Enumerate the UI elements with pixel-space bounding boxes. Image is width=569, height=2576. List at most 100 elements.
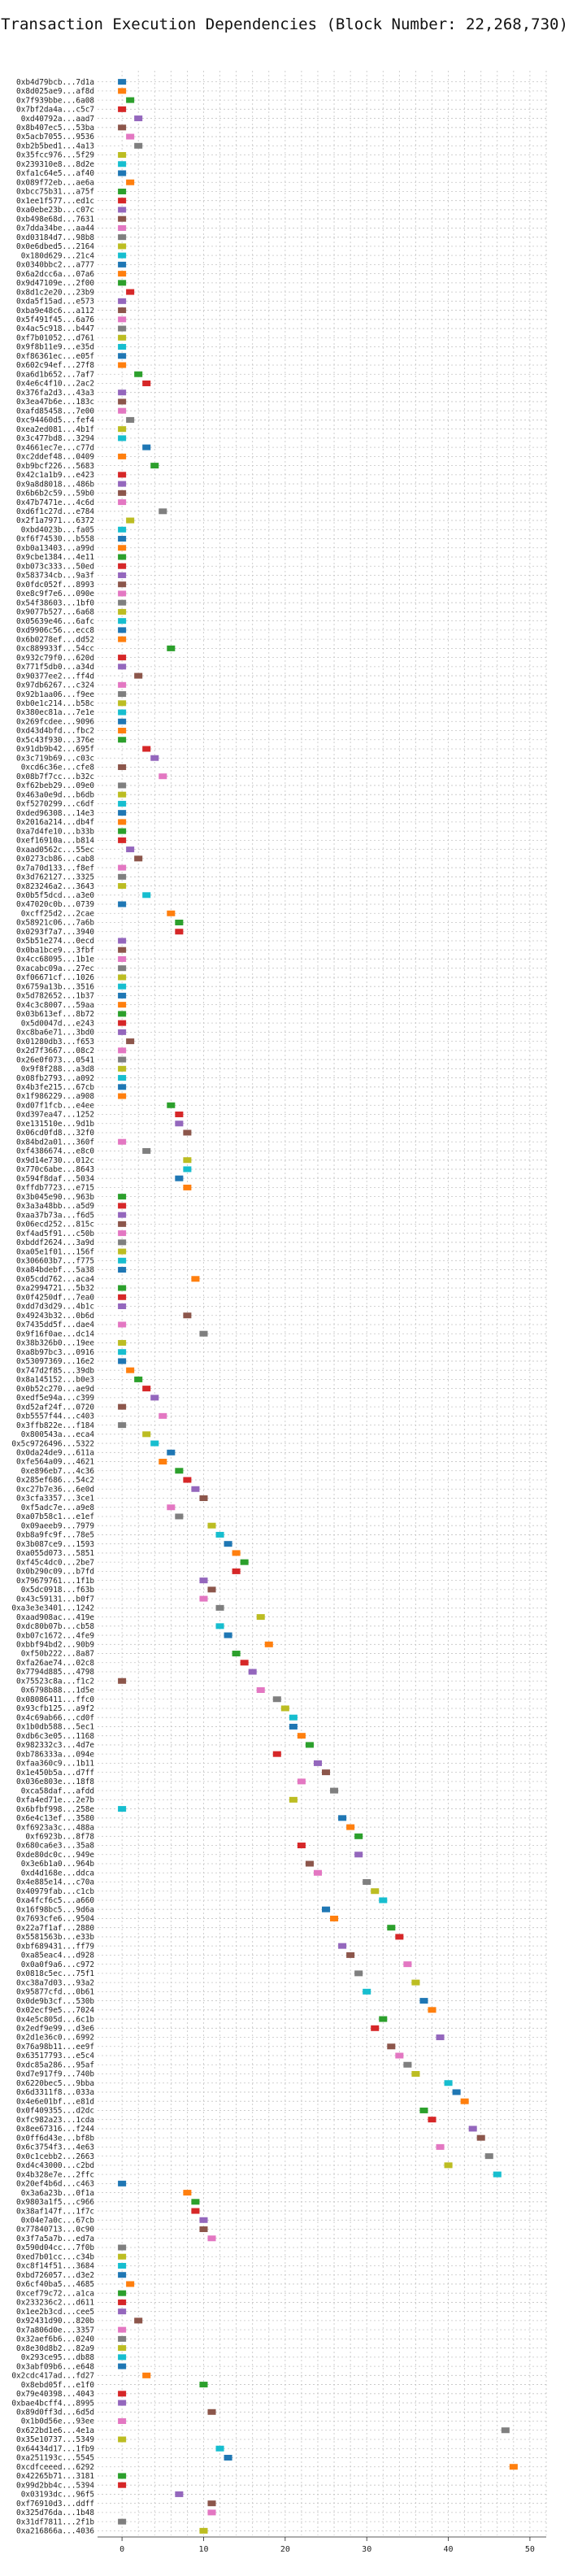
tx-label: 0xa6d1b652...7af7 <box>16 370 94 379</box>
tx-bar <box>118 2335 127 2342</box>
tx-label: 0x7693cfe6...9504 <box>16 1915 94 1924</box>
tx-label: 0x1ee1f577...ed1c <box>16 197 94 206</box>
tx-bar <box>183 2190 192 2196</box>
tx-bar <box>224 1541 232 1547</box>
tx-label: 0x3ea47b6e...183c <box>16 398 94 407</box>
tx-bar <box>322 1906 331 1912</box>
tx-bar <box>215 1623 224 1630</box>
tx-label: 0x8d025ae9...af8d <box>16 87 94 96</box>
tx-label: 0xcd6c36e...cfe8 <box>21 764 95 772</box>
tx-label: 0x2edf9e99...d3e6 <box>16 2024 94 2033</box>
tx-bar <box>240 1660 249 1666</box>
tx-bar <box>118 572 127 578</box>
tx-label: 0xb5557f44...c403 <box>16 1412 94 1421</box>
tx-label: 0x22a7f1af...2880 <box>16 1924 94 1933</box>
tx-bar <box>118 224 127 231</box>
tx-label: 0x1b0d56e...93ee <box>21 2417 95 2426</box>
tx-bar <box>118 88 127 94</box>
tx-label: 0x2016a214...db4f <box>16 818 94 827</box>
tx-label: 0x93cfb125...a9f2 <box>16 1704 94 1713</box>
tx-bar <box>167 1504 176 1511</box>
tx-label: 0x770c6abe...8643 <box>16 1165 94 1174</box>
tx-bar <box>411 1979 420 1986</box>
tx-label: 0x3cfa3357...3ce1 <box>16 1495 94 1503</box>
tx-bar <box>118 581 127 588</box>
tx-label: 0xfc982a23...1cda <box>16 2116 94 2125</box>
tx-label: 0x3c719b69...c03c <box>16 754 94 763</box>
tx-bar <box>363 1988 371 1995</box>
tx-bar <box>126 179 135 185</box>
tx-label: 0x0de9b3cf...530b <box>16 1997 94 2006</box>
tx-label: 0x3abf09b6...e648 <box>16 2362 94 2371</box>
tx-bar <box>118 1011 127 1017</box>
tx-bar <box>118 2290 127 2296</box>
tx-label: 0xedf5e94a...c399 <box>16 1394 94 1403</box>
tx-label: 0x3a6a23b...0f1a <box>21 2189 94 2198</box>
tx-bar <box>118 800 127 807</box>
tx-bar <box>118 864 127 871</box>
tx-label: 0xaad0562c...55ec <box>16 846 94 855</box>
tx-label: 0x92431d90...820b <box>16 2317 94 2326</box>
tx-bar <box>371 1888 380 1895</box>
tx-label: 0x9f8f288...a3d8 <box>21 1065 95 1074</box>
tx-bar <box>118 1349 127 1355</box>
tx-label: 0x2d7f3667...08c2 <box>16 1046 94 1055</box>
tx-bar <box>118 2518 127 2525</box>
tx-bar <box>118 1029 127 1035</box>
tx-label: 0xfaa360c9...1b11 <box>16 1760 94 1769</box>
tx-label: 0x0f409355...d2dc <box>16 2107 94 2116</box>
tx-label: 0x1ee2b3cd...cee5 <box>16 2308 94 2317</box>
tx-label: 0x4e5c805d...6c1b <box>16 2015 94 2024</box>
tx-bar <box>175 2491 184 2497</box>
tx-bar <box>460 2098 469 2104</box>
tx-label: 0x4c3c8007...59aa <box>16 1001 94 1010</box>
tx-label: 0x2cdc417ad...fd27 <box>11 2372 94 2381</box>
tx-label: 0x602c94ef...27f8 <box>16 361 94 370</box>
tx-label: 0x4c69ab66...cd0f <box>16 1713 94 1722</box>
tx-label: 0x0da24de9...611a <box>16 1449 94 1458</box>
tx-label: 0xbcc75b31...a75f <box>16 188 94 197</box>
tx-label: 0x800543a...eca4 <box>21 1430 95 1439</box>
tx-label: 0xd6f1c27d...e784 <box>16 507 94 516</box>
tx-label: 0x239310e8...8d2e <box>16 160 94 169</box>
tx-bar <box>118 2272 127 2278</box>
tx-label: 0xb0a13403...a99d <box>16 544 94 553</box>
tx-label: 0x622bd1e6...4e1a <box>16 2426 94 2435</box>
tx-bar <box>118 307 127 314</box>
tx-label: 0xd07f1fcb...e4ee <box>16 1101 94 1110</box>
tx-label: 0x6bfbf998...258e <box>16 1805 94 1814</box>
tx-bar <box>167 1102 176 1108</box>
tx-bar <box>354 1852 363 1858</box>
tx-bar <box>118 215 127 222</box>
tx-bar <box>118 234 127 241</box>
tx-label: 0x463a0e9d...b6db <box>16 790 94 799</box>
tx-bar <box>118 1267 127 1273</box>
tx-label: 0x5acb7055...9536 <box>16 133 94 141</box>
tx-bar <box>142 2372 151 2378</box>
tx-label: 0xa8b97bc3...0916 <box>16 1348 94 1357</box>
tx-label: 0x5f491f45...6a76 <box>16 315 94 324</box>
tx-label: 0x04e7a0c...67cb <box>21 2216 95 2225</box>
x-tick-label: 40 <box>444 2545 454 2554</box>
tx-bar <box>126 416 135 423</box>
tx-bar <box>118 536 127 542</box>
tx-bar <box>395 2052 404 2059</box>
tx-bar <box>338 1943 347 1949</box>
tx-label: 0xdb6c3e05...1168 <box>16 1732 94 1741</box>
tx-bar <box>134 142 143 149</box>
tx-label: 0xacabc09a...27ec <box>16 964 94 973</box>
tx-bar <box>118 2262 127 2269</box>
x-tick-label: 10 <box>198 2545 208 2554</box>
tx-bar <box>175 1468 184 1474</box>
tx-bar <box>118 1677 127 1684</box>
tx-label: 0x08fb2793...a092 <box>16 1074 94 1083</box>
tx-bar <box>118 599 127 606</box>
tx-bar <box>118 700 127 707</box>
tx-bar <box>199 1495 208 1501</box>
tx-bar <box>150 463 159 469</box>
tx-label: 0x4b328e7e...2ffc <box>16 2170 94 2179</box>
tx-bar <box>501 2427 510 2434</box>
tx-label: 0xf62beb29...09e0 <box>16 781 94 790</box>
tx-label: 0x99d2bb4c...5394 <box>16 2481 94 2490</box>
tx-label: 0xcef79c72...a1ca <box>16 2289 94 2298</box>
